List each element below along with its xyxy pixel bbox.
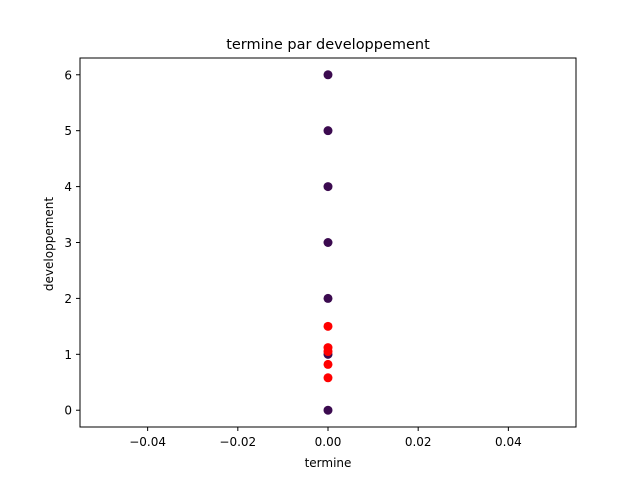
- x-tick-label: 0.02: [405, 435, 432, 449]
- x-tick-label: −0.02: [219, 435, 256, 449]
- scatter-points: [323, 70, 333, 415]
- y-tick-label: 3: [64, 236, 72, 250]
- data-point: [323, 321, 333, 331]
- y-tick-label: 4: [64, 180, 72, 194]
- y-tick-label: 2: [64, 292, 72, 306]
- x-tick-label: 0.04: [495, 435, 522, 449]
- data-point: [323, 182, 333, 192]
- x-tick-label: 0.00: [315, 435, 342, 449]
- y-tick-label: 0: [64, 404, 72, 418]
- chart-title: termine par developpement: [226, 37, 430, 53]
- y-tick-label: 1: [64, 348, 72, 362]
- data-point: [323, 373, 333, 383]
- data-point: [323, 238, 333, 247]
- data-point: [323, 343, 333, 353]
- data-point: [323, 70, 333, 80]
- y-axis-label: developpement: [42, 197, 56, 291]
- x-axis: −0.04 −0.02 0.00 0.02 0.04: [129, 427, 522, 449]
- y-tick-label: 5: [64, 124, 72, 138]
- data-point: [323, 126, 333, 136]
- data-point: [323, 405, 333, 415]
- x-tick-label: −0.04: [129, 435, 166, 449]
- y-axis: 0 1 2 3 4 5 6: [64, 68, 80, 418]
- plot-area-frame: [79, 57, 577, 428]
- x-axis-label: termine: [305, 456, 352, 470]
- y-tick-label: 6: [64, 68, 72, 82]
- data-point: [323, 293, 333, 303]
- data-point: [323, 359, 333, 369]
